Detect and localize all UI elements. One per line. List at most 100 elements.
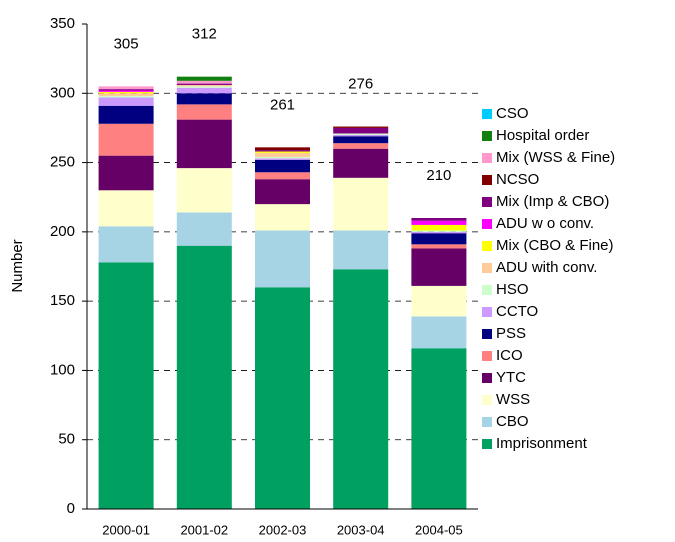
bar-segment: [255, 150, 310, 152]
bar-segment: [98, 190, 154, 227]
bar-segment: [255, 147, 310, 151]
bar-segment: [255, 204, 310, 231]
x-tick-label: 2004-05: [415, 522, 463, 537]
bar-segment: [333, 134, 389, 137]
bar-segment: [176, 212, 232, 246]
bar-segment: [411, 248, 467, 286]
legend-label: ADU w o conv.: [496, 215, 594, 232]
legend-swatch: [482, 307, 492, 317]
bar-segment: [333, 143, 389, 149]
legend-swatch: [482, 241, 492, 251]
y-tick-label: 150: [50, 292, 75, 309]
bar-segment: [98, 86, 154, 90]
bar-segment: [411, 218, 467, 221]
bar-segment: [255, 158, 310, 160]
legend-label: ICO: [496, 347, 523, 364]
bar-segment: [255, 151, 310, 153]
y-tick-label: 200: [50, 223, 75, 240]
bar-segment: [98, 123, 154, 156]
bar-segment: [333, 148, 389, 178]
bar-segment: [333, 127, 389, 134]
bar-segment: [176, 84, 232, 87]
legend-swatch: [482, 153, 492, 163]
bar-segment: [255, 179, 310, 205]
bar-segment: [255, 152, 310, 158]
total-label: 210: [426, 167, 451, 184]
bar-segment: [176, 86, 232, 88]
legend-swatch: [482, 395, 492, 405]
bar-segment: [255, 172, 310, 180]
legend-label: Imprisonment: [496, 435, 588, 452]
legend-label: HSO: [496, 281, 529, 298]
bar-segment: [98, 155, 154, 191]
total-label: 305: [114, 35, 139, 52]
bar-segment: [411, 233, 467, 245]
legend-swatch: [482, 417, 492, 427]
legend-label: NCSO: [496, 171, 539, 188]
x-tick-label: 2003-04: [337, 522, 385, 537]
bar-segment: [176, 168, 232, 213]
bar-segment: [98, 97, 154, 106]
total-label: 276: [348, 76, 373, 93]
bar-segment: [98, 226, 154, 263]
legend-label: WSS: [496, 391, 530, 408]
legend-swatch: [482, 197, 492, 207]
bar-segment: [411, 316, 467, 349]
bar-segment: [98, 262, 154, 509]
y-tick-label: 250: [50, 154, 75, 171]
legend-label: ADU with conv.: [496, 259, 597, 276]
bar-segment: [411, 231, 467, 234]
legend-label: Mix (Imp & CBO): [496, 193, 609, 210]
bar-segment: [411, 244, 467, 249]
bar-segment: [255, 159, 310, 173]
legend-label: CBO: [496, 413, 529, 430]
y-axis-label: Number: [9, 239, 26, 292]
bar-segment: [176, 93, 232, 105]
legend-swatch: [482, 131, 492, 141]
legend-swatch: [482, 219, 492, 229]
bar-segment: [333, 133, 389, 135]
bar-segment: [98, 105, 154, 124]
y-tick-label: 100: [50, 361, 75, 378]
legend-label: YTC: [496, 369, 526, 386]
bar-segment: [255, 230, 310, 288]
legend-label: CSO: [496, 105, 529, 122]
legend-swatch: [482, 263, 492, 273]
bar-segment: [411, 224, 467, 231]
y-tick-label: 50: [58, 431, 75, 448]
bar-segment: [333, 269, 389, 509]
legend-label: CCTO: [496, 303, 538, 320]
bar-segment: [255, 157, 310, 159]
bar-segment: [411, 220, 467, 225]
x-tick-label: 2000-01: [102, 522, 150, 537]
bar-segment: [255, 287, 310, 509]
bar-segment: [411, 285, 467, 317]
bar-segment: [411, 230, 467, 232]
bar-segment: [98, 90, 154, 92]
bar-segment: [176, 119, 232, 169]
bar-segment: [176, 87, 232, 94]
legend-swatch: [482, 329, 492, 339]
legend-swatch: [482, 285, 492, 295]
y-tick-label: 0: [67, 500, 75, 517]
bar-segment: [176, 245, 232, 509]
y-tick-label: 300: [50, 84, 75, 101]
legend-swatch: [482, 351, 492, 361]
bar-segment: [176, 80, 232, 84]
y-tick-label: 350: [50, 15, 75, 32]
bar-segment: [333, 136, 389, 144]
legend-swatch: [482, 439, 492, 449]
x-tick-label: 2001-02: [180, 522, 228, 537]
x-tick-label: 2002-03: [259, 522, 307, 537]
bar-segment: [176, 83, 232, 85]
bar-segment: [98, 91, 154, 94]
legend-swatch: [482, 373, 492, 383]
total-label: 312: [192, 26, 217, 43]
bar-segment: [176, 104, 232, 120]
bar-segment: [333, 177, 389, 231]
legend-label: PSS: [496, 325, 526, 342]
legend-swatch: [482, 175, 492, 185]
bar-segment: [98, 96, 154, 98]
legend-label: Mix (WSS & Fine): [496, 149, 615, 166]
